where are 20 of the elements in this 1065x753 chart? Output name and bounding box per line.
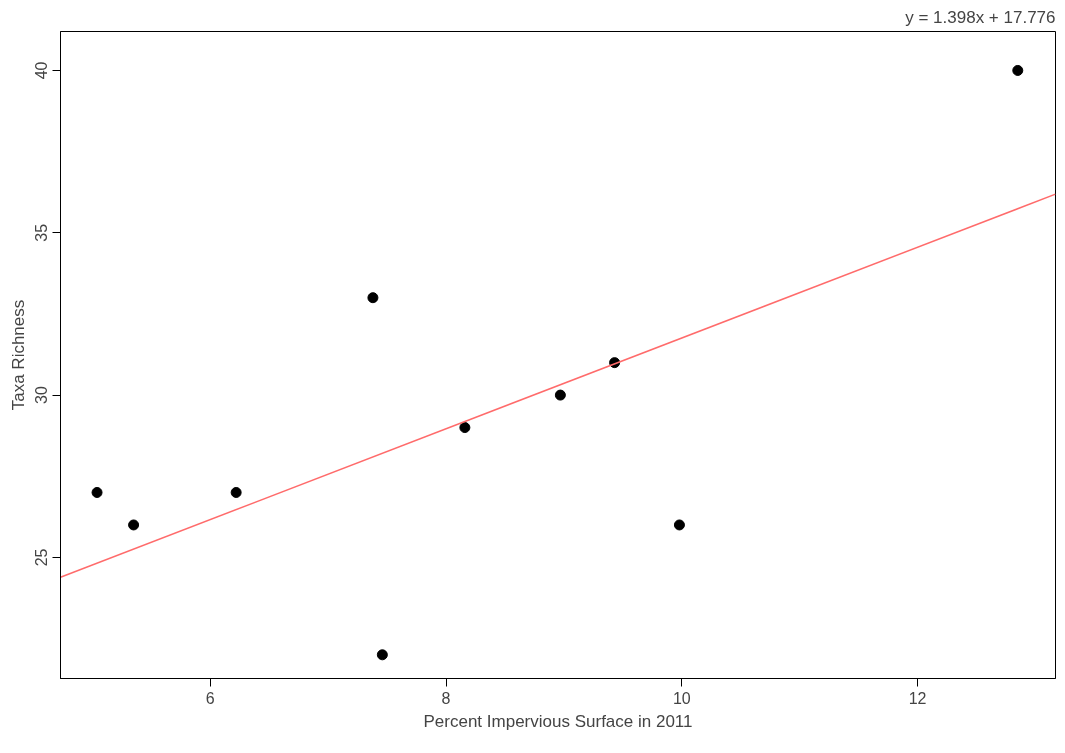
point [367, 292, 379, 304]
x-tick-label: 8 [441, 689, 451, 707]
x-tick-label: 10 [672, 689, 691, 707]
point [376, 649, 388, 661]
point [1012, 64, 1024, 76]
text: y = 1.398x + 17.776 [905, 7, 1056, 27]
y-tick-label: 40 [33, 61, 51, 80]
point [91, 486, 103, 498]
y-tick-label: 35 [33, 223, 51, 242]
x-axis-title: Percent Impervious Surface in 2011 [423, 711, 693, 731]
x-tick-label: 12 [908, 689, 927, 707]
y-tick-label: 25 [33, 548, 51, 567]
point [459, 422, 471, 434]
point [128, 519, 140, 531]
point [673, 519, 685, 531]
y-tick-label: 30 [33, 386, 51, 404]
point [230, 486, 242, 498]
y-axis-title: Taxa Richness [8, 299, 28, 411]
x-tick-label: 6 [205, 689, 215, 707]
point [554, 389, 566, 401]
